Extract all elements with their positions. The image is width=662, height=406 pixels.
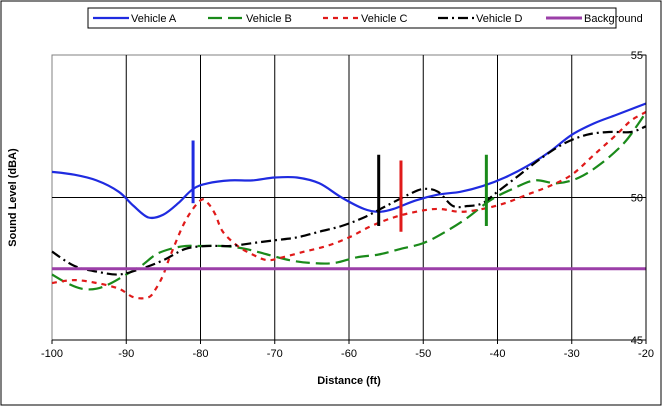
- series-line-vehicle-a: [51, 102, 647, 220]
- legend-label-vehicle-c: Vehicle C: [361, 13, 408, 25]
- y-tick-label: 50: [631, 193, 643, 205]
- x-axis-ticks: -100 -90 -80 -70 -60 -50 -40 -30 -20: [41, 339, 654, 360]
- y-tick-label: 45: [631, 335, 643, 347]
- legend-label-vehicle-d: Vehicle D: [476, 13, 523, 25]
- legend: Vehicle A Vehicle B Vehicle C Vehicle D Back…: [87, 7, 643, 29]
- x-tick-label: -20: [638, 348, 654, 360]
- x-tick-label: -60: [341, 348, 357, 360]
- x-tick-label: -90: [118, 348, 134, 360]
- y-tick-label: 55: [631, 50, 643, 62]
- x-tick-label: -50: [415, 348, 431, 360]
- gridlines: [52, 55, 646, 340]
- legend-label-vehicle-a: Vehicle A: [131, 13, 177, 25]
- x-tick-label: -30: [564, 348, 580, 360]
- x-tick-label: -40: [490, 348, 506, 360]
- x-tick-label: -70: [267, 348, 283, 360]
- x-axis-title: Distance (ft): [317, 375, 381, 387]
- markers-group: [191, 140, 488, 232]
- x-tick-label: -100: [41, 348, 63, 360]
- series-line-vehicle-d: [51, 125, 647, 276]
- y-axis-ticks: 45 50 55: [631, 50, 647, 347]
- series-line-vehicle-c: [51, 111, 647, 300]
- y-axis-title: Sound Level (dBA): [7, 148, 19, 247]
- legend-label-background: Background: [584, 13, 643, 25]
- legend-label-vehicle-b: Vehicle B: [246, 13, 292, 25]
- x-tick-label: -80: [193, 348, 209, 360]
- series-group: [51, 102, 647, 300]
- legend-box: [87, 7, 617, 29]
